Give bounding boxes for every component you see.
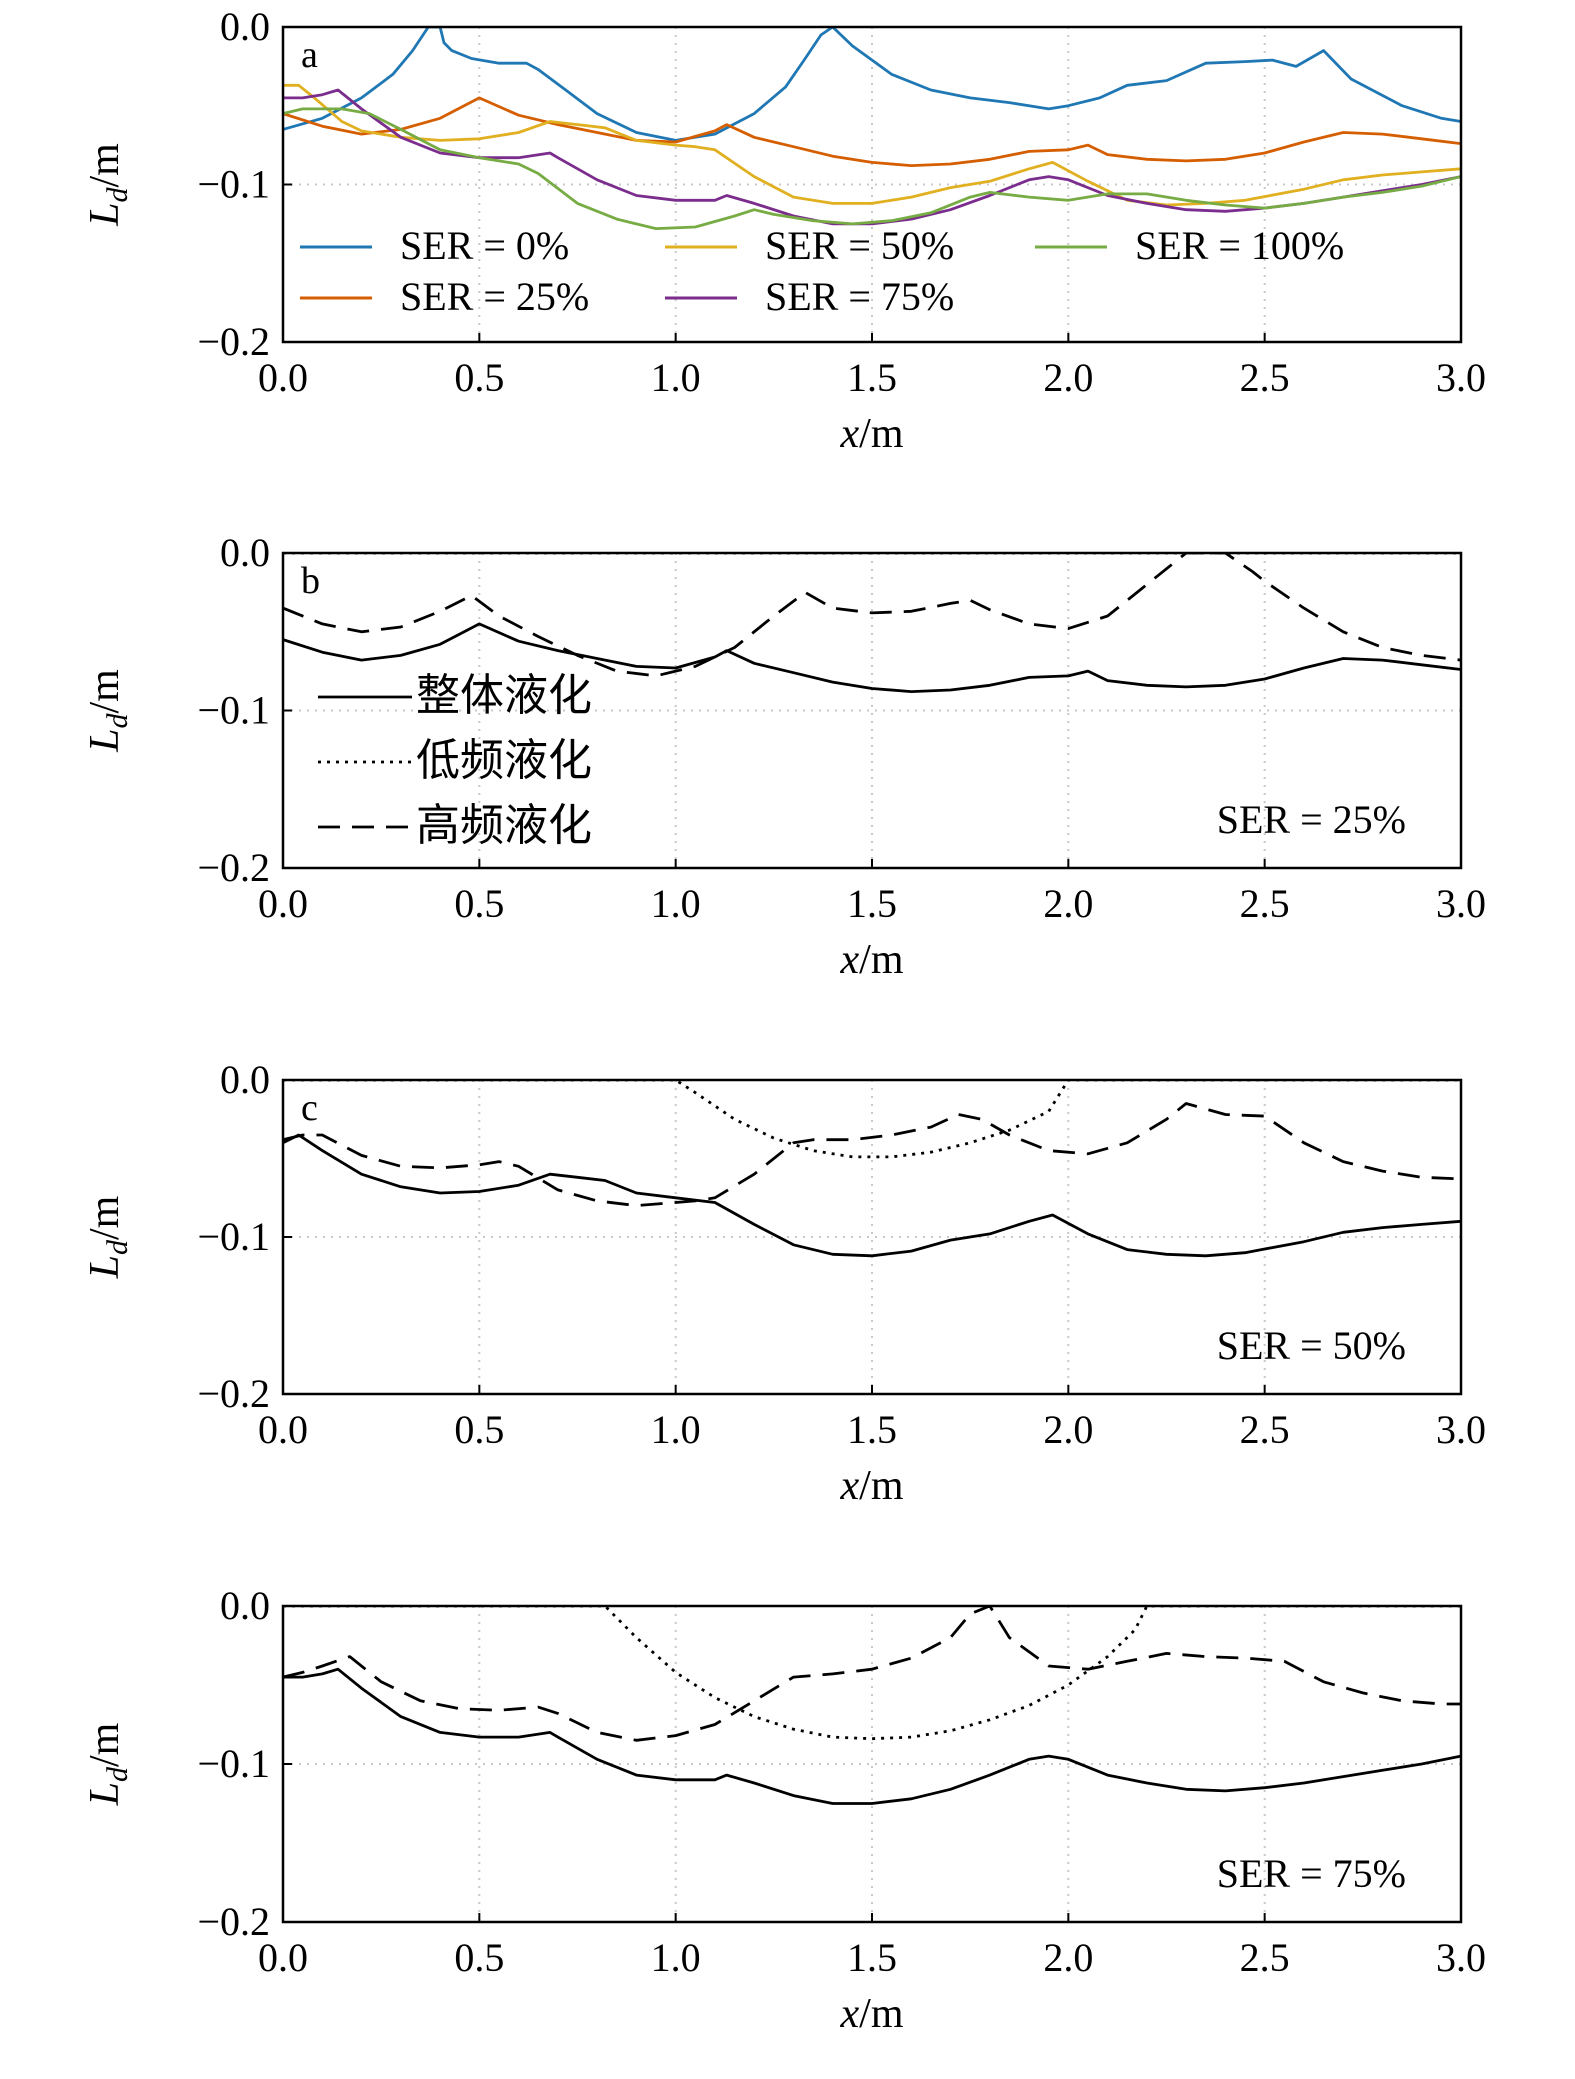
x-tick-label: 3.0 [1436, 1935, 1486, 1980]
x-tick-label: 2.0 [1043, 1407, 1093, 1452]
y-tick-label: −0.2 [197, 319, 270, 364]
y-tick-label: 0.0 [220, 4, 270, 49]
y-axis-label: Ld/m [82, 143, 134, 227]
x-tick-label: 1.5 [847, 355, 897, 400]
x-axis-label: x/m [840, 411, 904, 457]
panel-c: 0.0 0.5 1.0 1.5 2.0 2.5 3.0 0.0 −0.1 −0.2 x/m Ld/m c… [82, 1057, 1486, 1509]
x-tick-label: 2.0 [1043, 881, 1093, 926]
x-tick-label: 1.0 [651, 1935, 701, 1980]
legend-label: SER = 25% [400, 274, 589, 319]
y-tick-label: −0.1 [197, 688, 270, 733]
series-line-3 [283, 83, 1461, 207]
panel-letter: a [301, 34, 318, 76]
x-tick-label: 1.0 [651, 881, 701, 926]
y-axis-label: Ld/m [82, 1722, 134, 1806]
y-tick-label: −0.2 [197, 1899, 270, 1944]
x-tick-label: 2.5 [1240, 355, 1290, 400]
x-tick-label: 0.0 [258, 1407, 308, 1452]
panel-annotation: SER = 75% [1217, 1851, 1406, 1896]
x-tick-label: 1.0 [651, 355, 701, 400]
series-line-1 [283, 1133, 1461, 1258]
y-tick-label: 0.0 [220, 1057, 270, 1102]
x-tick-label: 0.0 [258, 355, 308, 400]
series-line-2 [283, 1079, 1461, 1159]
y-tick-label: −0.1 [197, 1214, 270, 1259]
x-tick-label: 0.5 [454, 881, 504, 926]
x-axis-label: x/m [840, 937, 904, 983]
panel-b: 0.0 0.5 1.0 1.5 2.0 2.5 3.0 0.0 −0.1 −0.2 x/m Ld/m b… [82, 530, 1486, 983]
legend-label: SER = 100% [1135, 223, 1344, 268]
x-tick-label: 0.0 [258, 1935, 308, 1980]
y-tick-label: 0.0 [220, 1583, 270, 1628]
x-axis-label: x/m [840, 1991, 904, 2037]
series-group [283, 1605, 1461, 1805]
series-line-3 [283, 1102, 1461, 1207]
legend-label: SER = 0% [400, 223, 569, 268]
legend-label: SER = 75% [765, 274, 954, 319]
x-tick-label: 1.5 [847, 1935, 897, 1980]
x-tick-label: 3.0 [1436, 1407, 1486, 1452]
x-tick-label: 2.0 [1043, 355, 1093, 400]
panel-annotation: SER = 50% [1217, 1323, 1406, 1368]
x-axis-label: x/m [840, 1463, 904, 1509]
x-tick-label: 3.0 [1436, 881, 1486, 926]
series-group [283, 26, 1461, 230]
panel-4: 0.0 0.5 1.0 1.5 2.0 2.5 3.0 0.0 −0.1 −0.2 x/m Ld/m S… [82, 1583, 1486, 2037]
x-tick-label: 1.5 [847, 1407, 897, 1452]
x-tick-label: 1.0 [651, 1407, 701, 1452]
y-tick-label: −0.1 [197, 162, 270, 207]
y-tick-label: −0.2 [197, 1371, 270, 1416]
legend: SER = 0% SER = 50% SER = 100% SER = 25% SER … [300, 223, 1344, 319]
legend-label: SER = 50% [765, 223, 954, 268]
y-tick-label: −0.2 [197, 845, 270, 890]
x-tick-label: 2.5 [1240, 1407, 1290, 1452]
series-line-1 [283, 622, 1461, 693]
series-line-3 [283, 1605, 1461, 1742]
x-tick-label: 2.5 [1240, 1935, 1290, 1980]
series-line-2 [283, 1605, 1461, 1741]
panel-letter: c [301, 1087, 318, 1129]
legend-label: 整体液化 [416, 671, 592, 720]
series-line-5 [283, 107, 1461, 230]
legend-label: 低频液化 [416, 736, 592, 785]
x-tick-label: 0.5 [454, 1935, 504, 1980]
x-tick-label: 1.5 [847, 881, 897, 926]
y-axis-label: Ld/m [82, 669, 134, 753]
series-group [283, 1079, 1461, 1258]
legend-label: 高频液化 [416, 801, 592, 850]
series-line-1 [283, 26, 1461, 142]
panel-letter: b [301, 560, 320, 602]
x-tick-label: 2.5 [1240, 881, 1290, 926]
x-tick-label: 2.0 [1043, 1935, 1093, 1980]
panel-a: 0.0 0.5 1.0 1.5 2.0 2.5 3.0 0.0 −0.1 −0.2 x/m Ld/m a… [82, 4, 1486, 457]
x-tick-label: 0.0 [258, 881, 308, 926]
x-tick-label: 0.5 [454, 355, 504, 400]
series-line-1 [283, 1667, 1461, 1805]
series-line-3 [283, 552, 1461, 678]
series-line-2 [283, 96, 1461, 167]
y-axis-label: Ld/m [82, 1195, 134, 1279]
y-tick-label: 0.0 [220, 530, 270, 575]
x-tick-label: 3.0 [1436, 355, 1486, 400]
panel-annotation: SER = 25% [1217, 797, 1406, 842]
y-tick-label: −0.1 [197, 1741, 270, 1786]
x-tick-label: 0.5 [454, 1407, 504, 1452]
